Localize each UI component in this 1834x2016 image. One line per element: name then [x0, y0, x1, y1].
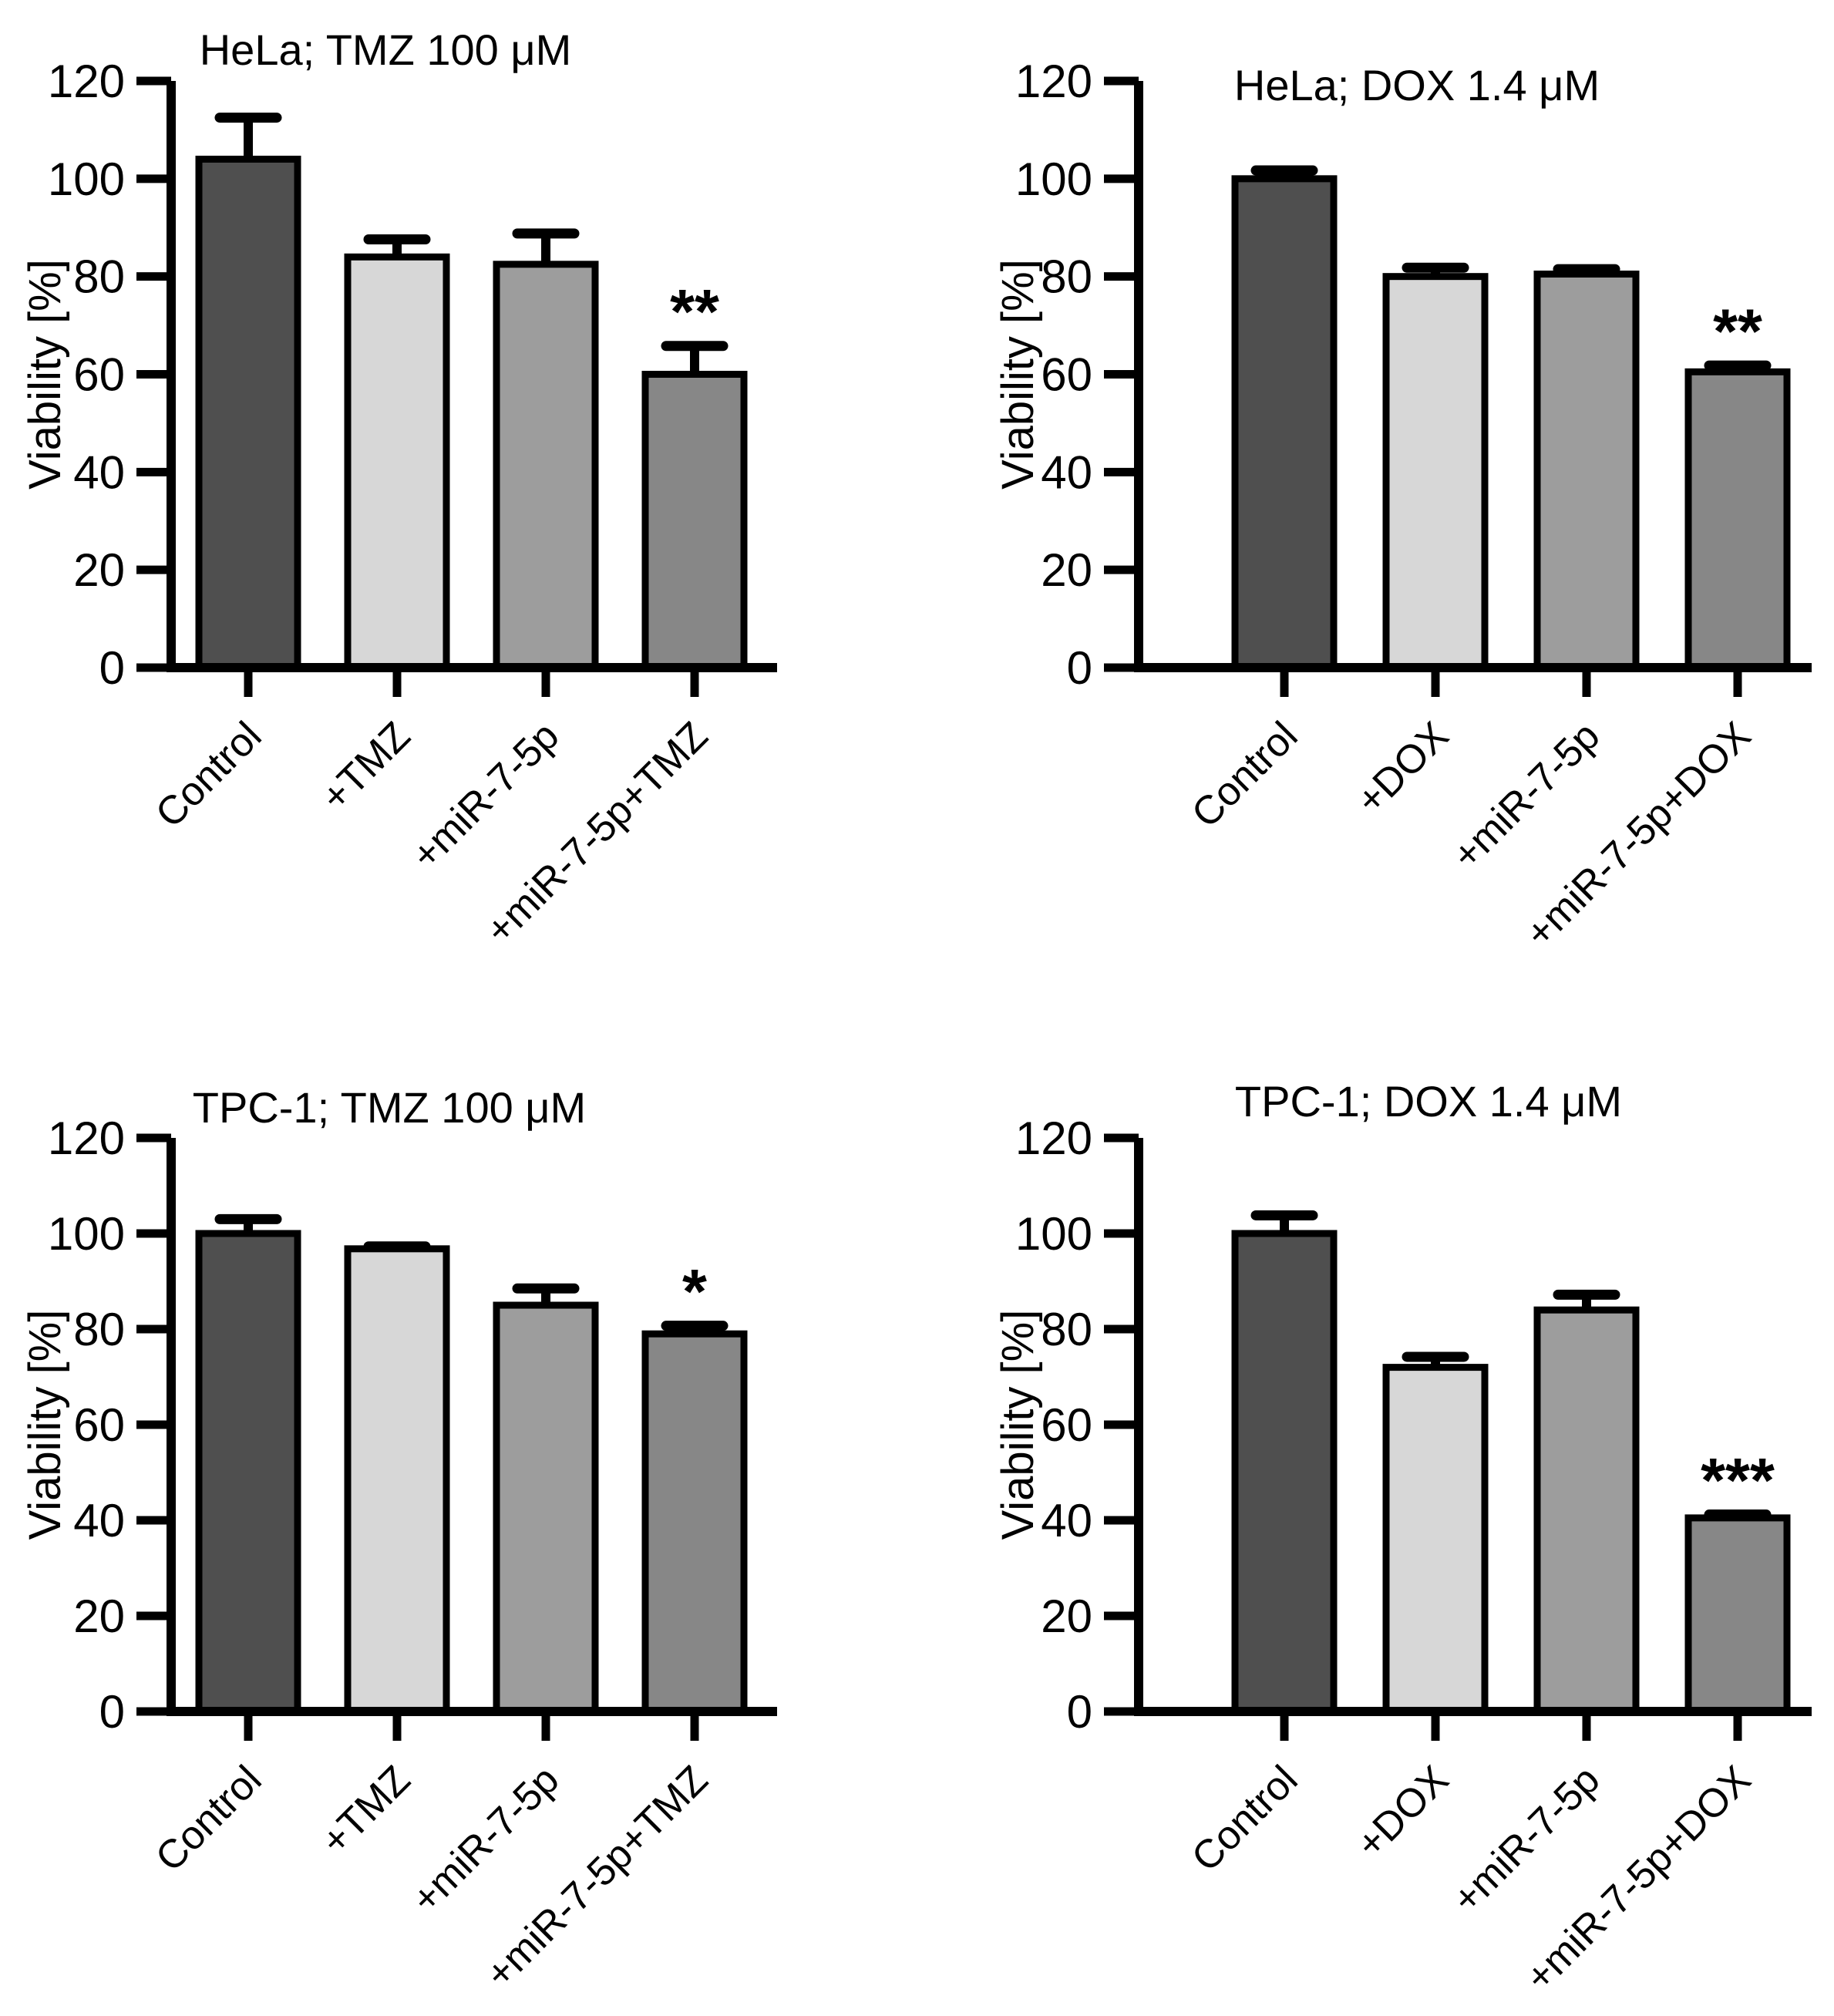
y-tick-label: 60	[73, 1399, 125, 1451]
y-tick-label: 0	[99, 642, 125, 694]
y-axis-label: Viability [%]	[993, 1310, 1043, 1540]
y-tick-label: 120	[48, 1112, 125, 1164]
significance-marker: *	[682, 1257, 707, 1328]
bar-+DOX	[1382, 273, 1489, 671]
bar-Control	[195, 155, 301, 671]
y-tick-label: 120	[1015, 1112, 1092, 1164]
x-tick-label: +miR-7-5p	[403, 1757, 568, 1922]
chart-title: TPC-1; DOX 1.4 μM	[1235, 1077, 1622, 1126]
x-tick-label: +miR-7-5p	[403, 713, 568, 878]
chart-title: TPC-1; TMZ 100 μM	[193, 1083, 586, 1132]
x-tick-label: Control	[147, 1757, 271, 1880]
bar-+TMZ	[344, 1245, 450, 1715]
significance-marker: **	[670, 278, 719, 348]
x-tick-label: +DOX	[1348, 1757, 1457, 1866]
x-tick-label: Control	[1183, 1757, 1307, 1880]
bar-+miR-7-5p	[493, 1301, 599, 1715]
x-tick-label: +TMZ	[312, 1757, 419, 1863]
chart-tpc1-tmz: Control +TMZ+miR-7-5p*+miR-7-5p+TMZ020406…	[20, 1083, 777, 1997]
x-tick-label: +DOX	[1348, 713, 1457, 823]
bar-+miR-7-5p+DOX	[1684, 1514, 1791, 1715]
x-tick-label: Control	[147, 713, 271, 836]
bar-+miR-7-5p+TMZ	[641, 1330, 748, 1715]
chart-title: HeLa; TMZ 100 μM	[200, 25, 572, 74]
y-tick-label: 20	[73, 544, 125, 596]
y-axis-label: Viability [%]	[20, 259, 70, 490]
y-tick-label: 80	[73, 1304, 125, 1355]
y-tick-label: 60	[1041, 349, 1092, 401]
bar-+miR-7-5p+TMZ	[641, 371, 748, 671]
y-axis-label: Viability [%]	[993, 259, 1043, 490]
y-tick-label: 120	[1015, 56, 1092, 107]
bar-Control	[195, 1230, 301, 1715]
x-tick-label: Control	[1183, 713, 1307, 836]
chart-tpc1-dox: Control +DOX+miR-7-5p***+miR-7-5p+DOX0204…	[993, 1077, 1812, 2000]
x-tick-label: +miR-7-5p	[1444, 713, 1609, 878]
y-tick-label: 40	[73, 1495, 125, 1546]
y-tick-label: 80	[1041, 251, 1092, 303]
bar-+miR-7-5p+DOX	[1684, 368, 1791, 671]
chart-hela-dox: Control +DOX+miR-7-5p**+miR-7-5p+DOX02040…	[993, 56, 1812, 956]
y-tick-label: 20	[73, 1590, 125, 1642]
y-axis-label: Viability [%]	[20, 1310, 70, 1540]
bar-Control	[1231, 175, 1338, 671]
y-tick-label: 80	[1041, 1304, 1092, 1355]
y-tick-label: 0	[99, 1686, 125, 1738]
y-tick-label: 60	[73, 349, 125, 401]
x-tick-label: +TMZ	[312, 713, 419, 820]
y-tick-label: 100	[48, 1208, 125, 1260]
bar-+miR-7-5p	[493, 261, 599, 671]
y-tick-label: 120	[48, 56, 125, 107]
y-tick-label: 20	[1041, 544, 1092, 596]
bar-+TMZ	[344, 253, 450, 671]
y-tick-label: 100	[1015, 153, 1092, 205]
y-tick-label: 100	[48, 153, 125, 205]
chart-title: HeLa; DOX 1.4 μM	[1234, 61, 1600, 109]
x-tick-label: +miR-7-5p	[1444, 1757, 1609, 1922]
significance-marker: **	[1713, 297, 1762, 367]
y-tick-label: 100	[1015, 1208, 1092, 1260]
significance-marker: ***	[1701, 1446, 1775, 1516]
y-tick-label: 40	[1041, 446, 1092, 498]
y-tick-label: 20	[1041, 1590, 1092, 1642]
y-tick-label: 40	[73, 446, 125, 498]
y-tick-label: 80	[73, 251, 125, 303]
bar-+miR-7-5p	[1533, 1306, 1640, 1715]
y-tick-label: 0	[1067, 642, 1092, 694]
bar-+DOX	[1382, 1364, 1489, 1715]
y-tick-label: 60	[1041, 1399, 1092, 1451]
y-tick-label: 0	[1067, 1686, 1092, 1738]
y-tick-label: 40	[1041, 1495, 1092, 1546]
bar-+miR-7-5p	[1533, 270, 1640, 671]
chart-hela-tmz: Control +TMZ+miR-7-5p**+miR-7-5p+TMZ02040…	[20, 25, 777, 953]
bar-Control	[1231, 1230, 1338, 1715]
